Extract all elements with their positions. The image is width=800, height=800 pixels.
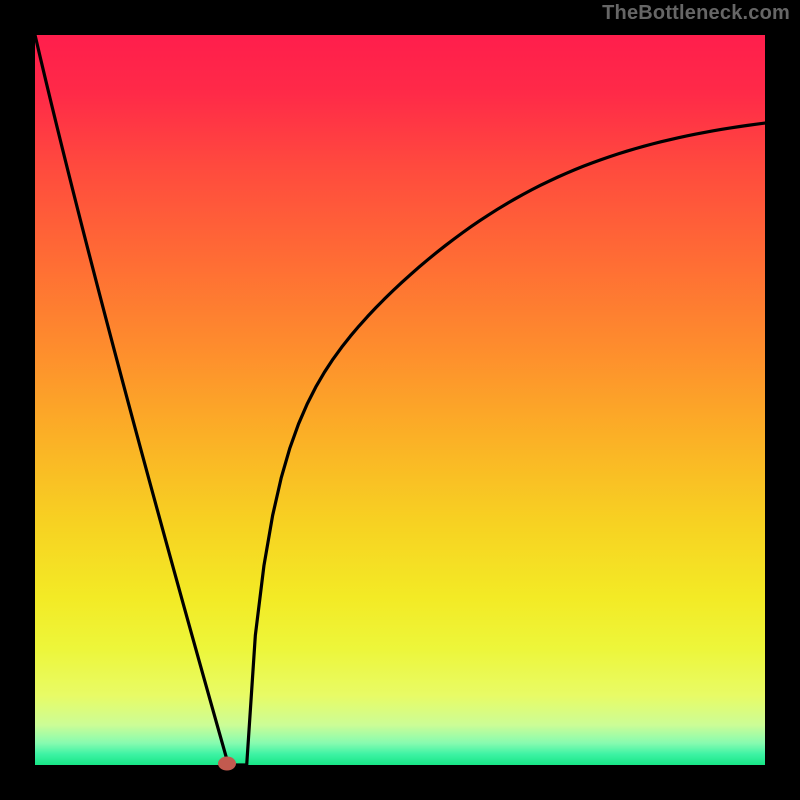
watermark-text: TheBottleneck.com [602, 2, 790, 25]
chart-svg [0, 0, 800, 800]
chart-container: TheBottleneck.com [0, 0, 800, 800]
optimum-marker [218, 757, 236, 771]
